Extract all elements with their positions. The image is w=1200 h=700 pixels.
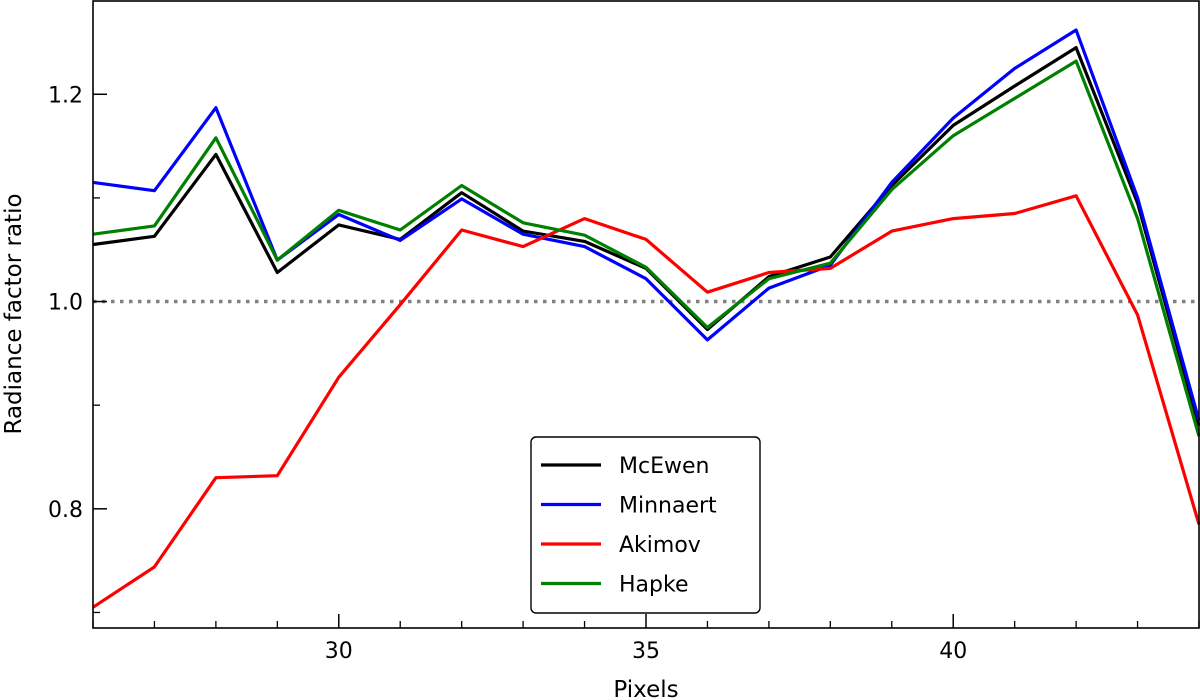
series-layer xyxy=(93,28,1200,609)
legend-label-akimov: Akimov xyxy=(619,533,701,558)
series-line-mcewen xyxy=(93,45,1200,427)
ticks-layer: 30 35 40 0.8 1.0 1.2 xyxy=(48,83,1200,664)
y-tick-label: 1.0 xyxy=(48,291,83,316)
y-tick-label: 0.8 xyxy=(48,498,83,523)
legend-label-minnaert: Minnaert xyxy=(619,494,717,519)
x-tick-label: 40 xyxy=(939,639,967,664)
x-tick-label: 35 xyxy=(632,639,660,664)
y-tick-label: 1.2 xyxy=(48,83,83,108)
legend-label-hapke: Hapke xyxy=(619,573,688,598)
x-axis-label: Pixels xyxy=(613,677,678,700)
legend-box xyxy=(530,436,761,614)
series-line-hapke xyxy=(93,59,1200,437)
legend: McEwen Minnaert Akimov Hapke xyxy=(530,436,761,614)
legend-label-mcewen: McEwen xyxy=(619,454,709,479)
y-axis-label: Radiance factor ratio xyxy=(1,193,27,434)
series-line-akimov xyxy=(93,194,1200,609)
x-tick-label: 30 xyxy=(325,639,353,664)
